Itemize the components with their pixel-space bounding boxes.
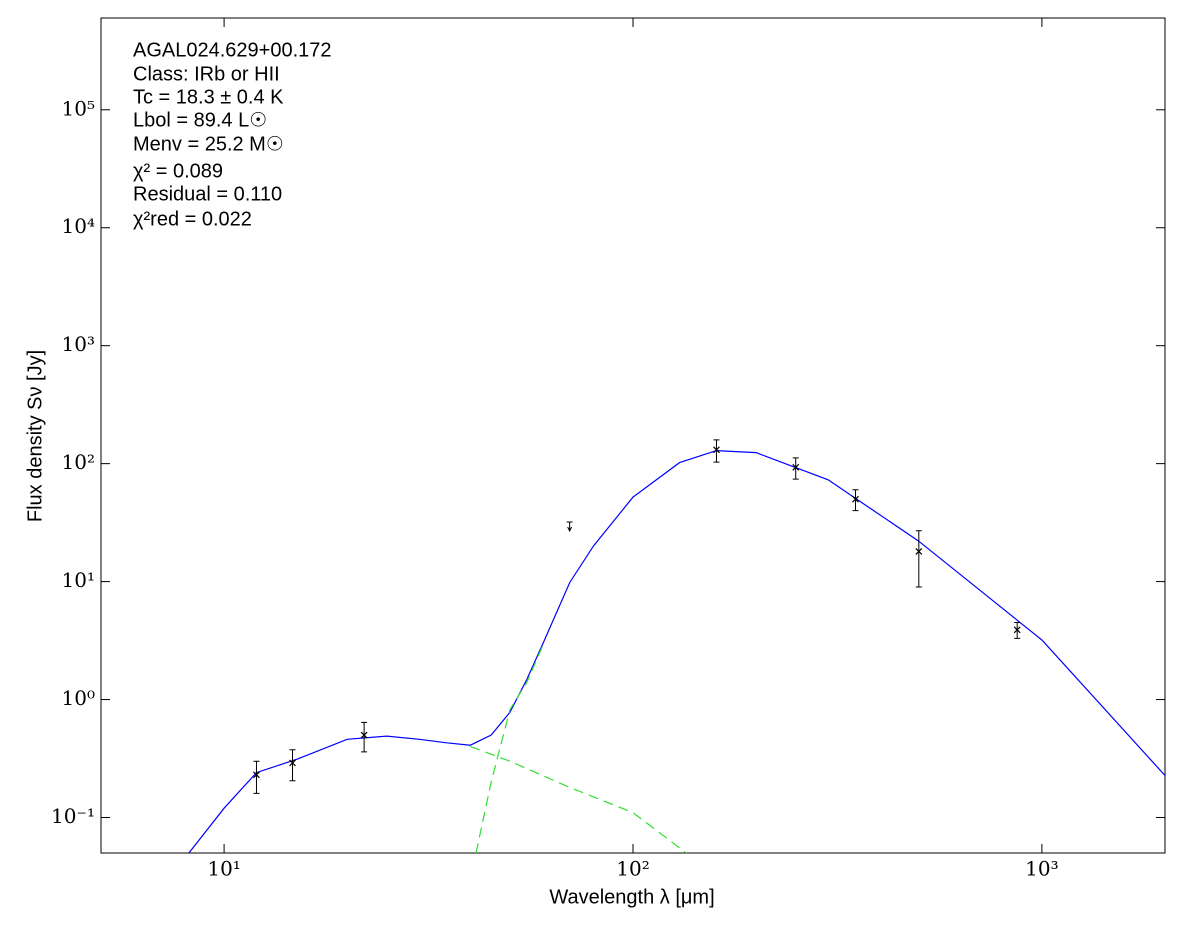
y-tick-label: 10²: [62, 450, 95, 474]
error-bar: [792, 457, 799, 480]
y-tick-label: 10⁵: [62, 96, 95, 120]
x-axis-label: Wavelength λ [μm]: [549, 886, 714, 908]
annotation: Tc = 18.3 ± 0.4 K: [133, 86, 284, 108]
y-tick-label: 10¹: [62, 568, 95, 592]
y-tick-label: 10⁴: [62, 214, 95, 238]
marker: [915, 548, 923, 555]
annotation: Class: IRb or HII: [133, 63, 280, 85]
model-curve: [475, 646, 543, 853]
marker: [253, 771, 260, 779]
marker: [852, 495, 859, 503]
annotation: χ² = 0.089: [133, 160, 223, 182]
y-axis-label: Flux density Sν [Jy]: [24, 350, 46, 522]
marker: [360, 731, 368, 739]
model-curve: [188, 449, 1165, 853]
upper-limit: [566, 521, 573, 533]
y-tick-label: 10⁰: [62, 686, 95, 710]
annotation: Lbol = 89.4 L☉: [133, 109, 267, 131]
marker: [289, 759, 296, 767]
annotation: AGAL024.629+00.172: [133, 39, 332, 61]
y-tick-label: 10³: [62, 332, 95, 356]
x-tick-label: 10²: [616, 857, 649, 881]
error-bar: [852, 489, 859, 512]
annotation: Residual = 0.110: [133, 183, 282, 205]
error-bar: [289, 749, 296, 782]
error-bar: [253, 760, 260, 794]
error-bar: [915, 530, 922, 588]
x-tick-label: 10¹: [207, 857, 240, 881]
x-tick-label: 10³: [1025, 857, 1058, 881]
annotation: χ²red = 0.022: [133, 208, 252, 230]
marker: [792, 463, 800, 471]
y-tick-label: 10⁻¹: [51, 804, 95, 828]
error-bar: [361, 721, 368, 753]
marker: [1013, 626, 1021, 634]
annotation: Menv = 25.2 M☉: [133, 133, 284, 155]
error-bar: [713, 439, 720, 463]
marker: [713, 446, 720, 454]
model-curve: [470, 745, 687, 853]
